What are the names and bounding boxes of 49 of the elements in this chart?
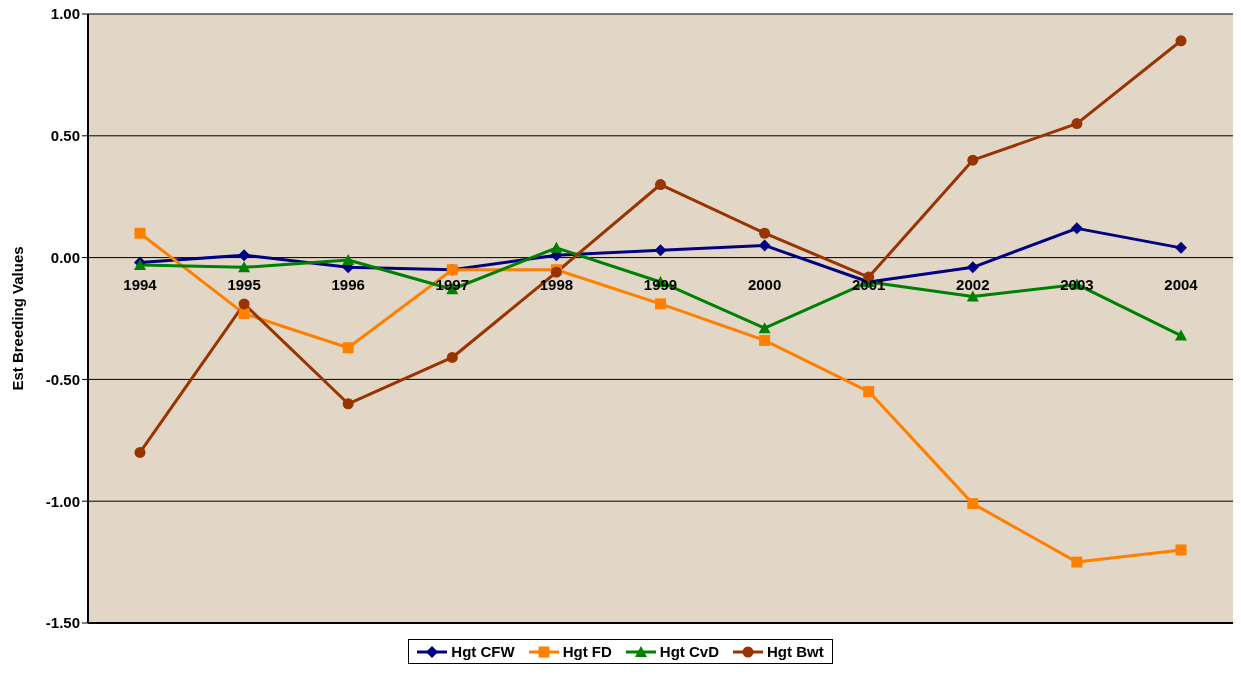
point <box>966 290 979 302</box>
x-tick-label: 2004 <box>1164 275 1199 293</box>
point <box>134 227 146 239</box>
point <box>446 351 458 363</box>
legend-label: Hgt Bwt <box>766 643 824 660</box>
point <box>550 241 563 253</box>
x-tick-label: 1994 <box>123 275 158 293</box>
point <box>863 386 875 398</box>
point <box>1071 118 1083 130</box>
x-tick-label: 2001 <box>852 275 886 293</box>
point <box>134 446 146 458</box>
y-axis-title: Est Breeding Values <box>9 246 27 391</box>
y-tick-label: 0.00 <box>50 248 80 266</box>
y-tick-label: -1.00 <box>45 492 80 510</box>
y-tick-label: -1.50 <box>45 614 80 632</box>
point <box>238 261 251 273</box>
point <box>238 298 250 310</box>
point <box>654 244 667 257</box>
point <box>342 254 355 266</box>
x-tick-label: 1998 <box>539 275 574 293</box>
point <box>1070 222 1083 235</box>
point <box>967 498 979 510</box>
point <box>238 308 250 320</box>
point <box>758 239 771 252</box>
point <box>1071 556 1083 568</box>
y-tick-label: 0.50 <box>50 127 80 145</box>
x-tick-label: 2000 <box>747 275 782 293</box>
point <box>1175 329 1187 341</box>
point <box>758 322 771 334</box>
point <box>967 154 979 166</box>
y-tick-label: -0.50 <box>45 370 80 388</box>
point <box>342 398 354 410</box>
legend-label: Hgt FD <box>561 643 612 660</box>
point <box>655 298 666 310</box>
point <box>1175 35 1187 47</box>
y-tick-label: 1.00 <box>50 5 80 23</box>
legend-label: Hgt CvD <box>658 643 719 660</box>
point <box>655 179 666 191</box>
legend-label: Hgt CFW <box>450 643 515 660</box>
point <box>759 334 771 346</box>
x-tick-label: 1995 <box>227 275 261 293</box>
point <box>1175 544 1187 556</box>
point <box>238 249 251 262</box>
point <box>1175 241 1187 254</box>
point <box>966 261 979 274</box>
point <box>342 342 354 354</box>
x-tick-label: 1996 <box>331 275 365 293</box>
x-tick-label: 2002 <box>956 275 990 293</box>
point <box>759 227 771 239</box>
